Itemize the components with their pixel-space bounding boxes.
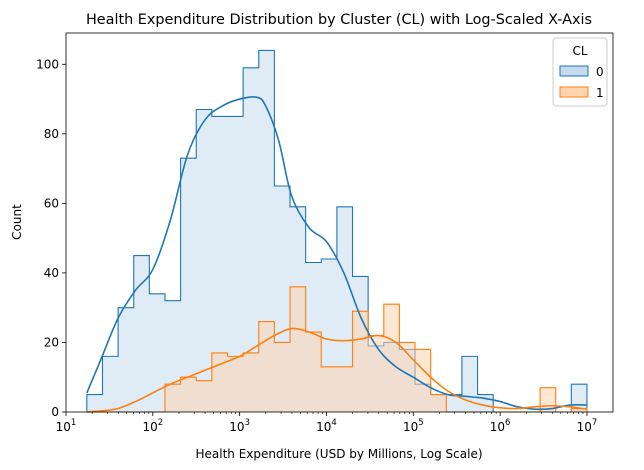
series-0-kde-line bbox=[86, 96, 587, 411]
x-tick-label: 104 bbox=[316, 418, 337, 434]
series-1-bar bbox=[180, 377, 197, 412]
series-0-bar bbox=[211, 116, 228, 412]
legend-swatch-0 bbox=[559, 65, 589, 77]
series-1-bar bbox=[571, 408, 587, 412]
x-tick-label: 101 bbox=[56, 418, 77, 434]
x-tick-exponent: 3 bbox=[245, 418, 250, 428]
legend-label-1: 1 bbox=[596, 86, 604, 100]
plot-area bbox=[65, 32, 614, 413]
plot-frame bbox=[65, 32, 614, 413]
x-tick-label: 106 bbox=[490, 418, 511, 434]
series-0-bar bbox=[102, 356, 119, 412]
series-1-bar bbox=[196, 380, 212, 412]
series-0-bar bbox=[446, 394, 462, 412]
series-1-bar bbox=[305, 332, 322, 412]
series-1-bar bbox=[321, 366, 337, 412]
series-1-kde-line bbox=[86, 327, 588, 413]
x-tick-exponent: 5 bbox=[418, 418, 423, 428]
x-axis: 101 102 103 104 105 106 107 bbox=[56, 412, 598, 434]
y-tick-label: 60 bbox=[44, 196, 59, 210]
series-0-bar bbox=[461, 356, 478, 412]
x-tick-label: 105 bbox=[403, 418, 424, 434]
series-1-bar bbox=[274, 342, 291, 412]
y-tick-label: 80 bbox=[44, 127, 59, 141]
y-tick-label: 20 bbox=[44, 335, 59, 349]
series-1-bar bbox=[164, 384, 181, 412]
series-1-bar bbox=[430, 394, 447, 412]
legend-label-0: 0 bbox=[596, 65, 604, 79]
series-0-bar bbox=[336, 206, 353, 412]
y-axis-label: Count bbox=[10, 204, 24, 240]
series-0-outline bbox=[86, 49, 588, 413]
chart-title: Health Expenditure Distribution by Clust… bbox=[86, 12, 592, 28]
legend: CL 0 1 bbox=[552, 37, 608, 107]
x-tick-exponent: 7 bbox=[592, 418, 597, 428]
series-1-bar bbox=[258, 321, 275, 412]
series-0-bar bbox=[133, 255, 150, 412]
series-1-bar bbox=[336, 366, 353, 412]
series-0-bar bbox=[180, 158, 197, 412]
series-1-bar bbox=[211, 352, 228, 412]
series-0-bar bbox=[86, 394, 103, 412]
series-0-bar bbox=[227, 116, 244, 412]
series-1-bar bbox=[399, 342, 416, 412]
legend-swatch-1 bbox=[559, 86, 589, 98]
x-tick-exponent: 4 bbox=[331, 418, 336, 428]
x-tick-label: 102 bbox=[142, 418, 163, 434]
series-1-bar bbox=[243, 352, 259, 412]
x-tick-label: 103 bbox=[229, 418, 250, 434]
kde-lines bbox=[86, 96, 588, 413]
y-tick-label: 0 bbox=[51, 405, 59, 419]
x-tick-label: 107 bbox=[577, 418, 598, 434]
x-axis-label: Health Expenditure (USD by Millions, Log… bbox=[195, 447, 482, 461]
x-tick-exponent: 1 bbox=[71, 418, 76, 428]
series-1-bar bbox=[290, 286, 306, 412]
series-1-bars bbox=[86, 286, 588, 413]
series-1-bar bbox=[415, 349, 431, 412]
series-1-bar bbox=[383, 304, 400, 412]
series-0-bar bbox=[196, 109, 212, 412]
y-tick-label: 100 bbox=[36, 57, 59, 71]
series-1-bar bbox=[227, 356, 244, 412]
legend-title: CL bbox=[572, 44, 587, 58]
x-tick-exponent: 6 bbox=[505, 418, 510, 428]
series-0-bar bbox=[149, 293, 165, 412]
x-tick-exponent: 2 bbox=[158, 418, 163, 428]
series-0-bar bbox=[243, 67, 259, 413]
series-0-bar bbox=[118, 307, 134, 412]
series-1-bar bbox=[368, 335, 384, 412]
series-1-bar bbox=[352, 311, 369, 412]
y-tick-label: 40 bbox=[44, 266, 59, 280]
y-axis: 0 20 40 60 80 100 bbox=[36, 57, 66, 419]
